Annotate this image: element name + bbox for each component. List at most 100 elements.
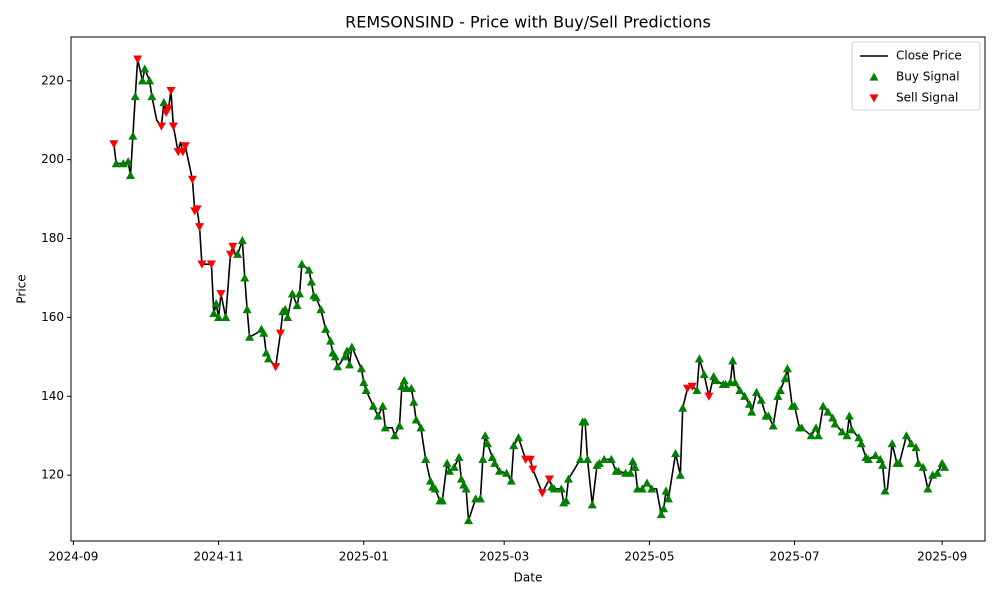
sell-marker	[192, 205, 202, 214]
buy-marker	[502, 468, 512, 477]
sell-marker	[156, 122, 166, 131]
buy-marker	[647, 484, 657, 493]
buy-marker	[656, 510, 666, 519]
buy-marker	[847, 425, 857, 434]
buy-marker	[240, 273, 250, 282]
buy-marker	[594, 458, 604, 467]
buy-marker	[261, 348, 271, 357]
buy-marker	[773, 391, 783, 400]
buy-marker	[678, 403, 688, 412]
buy-marker	[913, 458, 923, 467]
buy-marker	[747, 407, 757, 416]
y-tick-label: 160	[41, 310, 64, 324]
buy-marker	[911, 443, 921, 452]
sell-marker	[195, 223, 205, 232]
buy-marker	[390, 431, 400, 440]
buy-marker	[675, 470, 685, 479]
buy-marker	[280, 305, 290, 314]
buy-marker	[442, 458, 452, 467]
sell-marker	[537, 489, 547, 498]
sell-marker	[109, 140, 119, 149]
x-tick-label: 2025-03	[479, 550, 529, 564]
buy-marker	[797, 423, 807, 432]
buy-marker	[437, 496, 447, 505]
buy-marker	[875, 454, 885, 463]
buy-marker	[340, 352, 350, 361]
y-tick-label: 180	[41, 231, 64, 245]
buy-marker	[409, 397, 419, 406]
buy-marker	[378, 401, 388, 410]
buy-marker	[399, 375, 409, 385]
sell-marker	[525, 455, 535, 464]
buy-marker	[854, 433, 864, 442]
sell-marker	[133, 55, 143, 64]
buy-marker	[780, 374, 790, 383]
buy-marker	[561, 496, 571, 505]
buy-marker	[111, 159, 121, 168]
y-axis-label: Price	[15, 274, 29, 303]
buy-marker	[728, 356, 738, 365]
buy-marker	[406, 383, 416, 392]
x-tick-label: 2025-09	[917, 550, 967, 564]
legend-label: Buy Signal	[896, 70, 960, 84]
sell-marker	[271, 363, 281, 372]
buy-marker	[430, 484, 440, 493]
buy-marker	[325, 336, 335, 345]
buy-marker	[137, 76, 147, 85]
buy-marker	[768, 421, 778, 430]
sell-marker	[228, 242, 238, 251]
buy-marker	[506, 476, 516, 485]
buy-marker	[456, 474, 466, 483]
buy-marker	[830, 419, 840, 428]
buy-marker	[425, 476, 435, 485]
buy-marker	[932, 468, 942, 477]
buy-marker	[628, 456, 638, 465]
buy-marker	[811, 423, 821, 432]
buy-marker	[692, 385, 702, 394]
y-tick-label: 220	[41, 73, 64, 87]
buy-marker	[140, 64, 150, 73]
buy-marker	[894, 458, 904, 467]
buy-marker	[599, 454, 609, 463]
buy-marker	[478, 454, 488, 463]
sell-marker	[166, 87, 176, 96]
sell-marker	[187, 175, 197, 184]
buy-marker	[813, 431, 823, 440]
x-tick-label: 2025-05	[624, 550, 674, 564]
buy-marker	[356, 364, 366, 373]
sell-marker	[216, 290, 226, 299]
buy-marker	[209, 308, 219, 318]
buy-marker	[694, 354, 704, 363]
buy-marker	[556, 484, 566, 493]
buy-marker	[509, 441, 519, 450]
buy-marker	[630, 462, 640, 471]
buy-marker	[306, 277, 316, 286]
sell-marker	[180, 142, 190, 151]
buy-marker	[587, 500, 597, 509]
sell-marker	[168, 122, 178, 131]
x-tick-label: 2024-11	[194, 550, 244, 564]
buy-marker	[463, 515, 473, 525]
x-axis-label: Date	[514, 571, 543, 585]
sell-marker	[164, 104, 174, 113]
buy-marker	[752, 387, 761, 396]
buy-marker	[699, 370, 709, 379]
buy-marker	[782, 364, 792, 373]
buy-marker	[421, 454, 431, 463]
buy-marker	[475, 494, 485, 503]
buy-marker	[480, 431, 490, 440]
buy-marker	[880, 486, 890, 495]
buy-marker	[454, 452, 464, 461]
legend-label: Close Price	[896, 49, 962, 63]
buy-marker	[380, 423, 390, 432]
legend-marker	[869, 72, 879, 81]
sell-marker	[225, 250, 235, 259]
y-tick-label: 140	[41, 389, 64, 403]
y-tick-label: 200	[41, 152, 64, 166]
buy-marker	[842, 431, 852, 440]
buy-marker	[444, 466, 454, 475]
y-tick-label: 120	[41, 468, 64, 482]
buy-marker	[637, 484, 647, 493]
buy-marker	[361, 385, 371, 394]
